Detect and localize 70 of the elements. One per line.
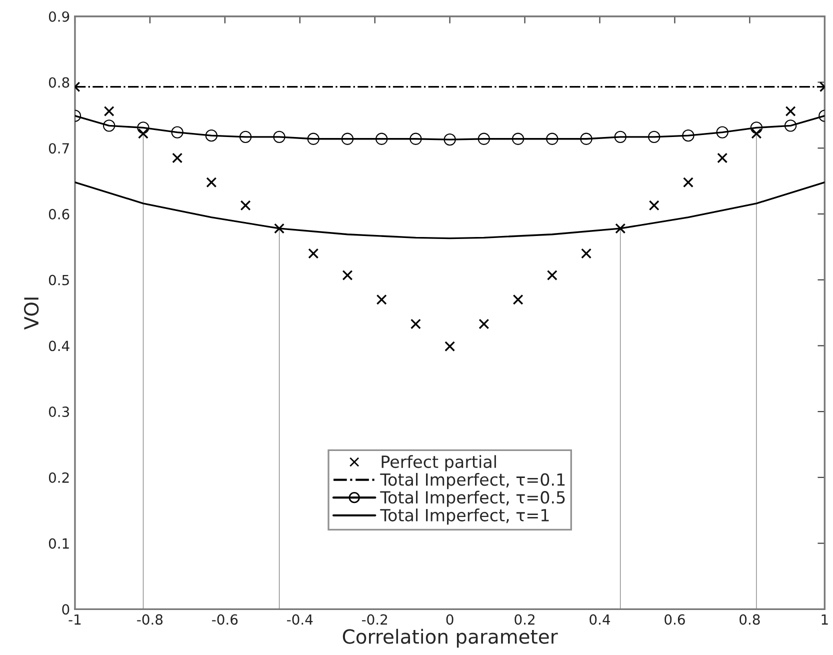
y-tick-label: 0.1	[48, 538, 69, 549]
x-axis-title: Correlation parameter	[342, 628, 558, 648]
point	[444, 341, 456, 352]
y-tick-label: 0.7	[48, 143, 69, 154]
point	[376, 294, 387, 305]
y-tick-label: 0.9	[48, 11, 70, 22]
point	[308, 248, 319, 259]
point	[376, 132, 388, 145]
x-tick-label: 0.2	[514, 614, 534, 625]
point	[342, 270, 353, 280]
point	[478, 318, 490, 330]
point	[581, 248, 592, 259]
line-series	[74, 182, 825, 240]
point	[239, 130, 252, 143]
point	[682, 130, 694, 142]
point	[512, 132, 524, 145]
x-tick-label: 1	[822, 614, 828, 625]
point	[615, 223, 626, 234]
point	[716, 126, 728, 138]
point	[750, 122, 763, 134]
point	[172, 152, 183, 164]
point	[546, 132, 558, 145]
point	[138, 128, 148, 139]
point	[580, 132, 592, 145]
point	[444, 133, 456, 146]
x-tick-label: 0.4	[590, 614, 610, 625]
x-tick-label: -1	[68, 614, 81, 625]
point	[240, 200, 251, 211]
y-axis-title: VOI	[24, 298, 39, 330]
point	[341, 132, 354, 145]
x-tick-label: 0.8	[740, 614, 760, 625]
x-tick-label: -0.4	[287, 614, 313, 625]
legend-label: Total Imperfect, τ=0.1	[380, 472, 565, 490]
point	[717, 152, 728, 164]
point	[205, 130, 218, 142]
y-tick-label: 0.3	[48, 406, 69, 418]
point	[648, 130, 660, 143]
point	[478, 132, 490, 145]
legend-label: Perfect partial	[382, 455, 496, 472]
point	[683, 177, 694, 188]
x-tick-label: -0.6	[212, 614, 238, 625]
y-tick-label: 0.2	[48, 472, 69, 483]
point	[273, 130, 286, 143]
point	[206, 177, 217, 188]
y-tick-label: 0	[62, 604, 70, 615]
y-tick-label: 0.5	[48, 274, 69, 286]
point	[103, 120, 116, 132]
point	[307, 132, 320, 145]
point	[784, 120, 797, 132]
point	[614, 130, 626, 143]
point	[274, 223, 284, 234]
point	[410, 318, 421, 330]
point	[546, 270, 558, 280]
legend-label: Total Imperfect, τ=0.5	[380, 490, 565, 507]
y-tick-label: 0.4	[48, 340, 70, 352]
point	[785, 106, 796, 116]
point	[751, 128, 762, 139]
x-tick-label: 0.6	[664, 614, 685, 625]
x-tick-label: -0.8	[137, 614, 163, 625]
legend-label: Total Imperfect, τ=1	[380, 508, 549, 525]
point	[171, 126, 184, 138]
x-tick-label: -0.2	[362, 614, 388, 625]
x-tick-label: 0	[446, 614, 454, 625]
point	[410, 132, 422, 145]
point	[137, 122, 150, 134]
point	[104, 106, 114, 116]
y-tick-label: 0.8	[48, 77, 70, 88]
point	[512, 294, 524, 305]
point	[648, 200, 660, 211]
y-tick-label: 0.6	[48, 208, 70, 220]
